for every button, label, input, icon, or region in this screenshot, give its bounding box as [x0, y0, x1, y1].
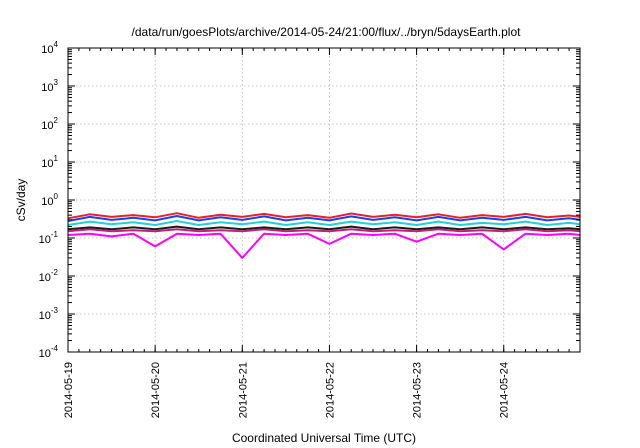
series-line — [67, 225, 581, 231]
y-tick-label: 103 — [41, 78, 58, 94]
x-tick-label: 2014-05-21 — [237, 362, 249, 418]
x-tick-label: 2014-05-19 — [63, 362, 75, 418]
y-tick-labels: 10-4 10-3 10-2 10-1 100 101 102 103 104 — [39, 40, 59, 360]
y-tick-label: 10-1 — [39, 230, 59, 246]
x-axis-title: Coordinated Universal Time (UTC) — [232, 431, 416, 445]
y-tick-label: 10-3 — [39, 306, 59, 322]
x-tick-label: 2014-05-20 — [150, 362, 162, 418]
x-tick-label: 2014-05-22 — [324, 362, 336, 418]
y-tick-label: 102 — [41, 116, 58, 132]
y-tick-label: 10-4 — [39, 344, 59, 360]
y-tick-label: 101 — [41, 154, 58, 170]
x-tick-label: 2014-05-23 — [412, 362, 424, 418]
series-line — [67, 232, 581, 259]
y-axis-title: cSv/day — [14, 179, 28, 222]
series-line — [67, 212, 581, 220]
series-lines — [67, 212, 581, 259]
y-tick-label: 104 — [41, 40, 58, 56]
x-tick-label: 2014-05-24 — [499, 362, 511, 418]
axis-ticks — [67, 47, 580, 353]
x-tick-labels: 2014-05-19 2014-05-20 2014-05-21 2014-05-22… — [63, 362, 511, 418]
y-tick-label: 10-2 — [39, 268, 59, 284]
series-line — [67, 228, 581, 233]
series-line — [67, 215, 581, 222]
y-tick-label: 100 — [41, 192, 58, 208]
chart-title: /data/run/goesPlots/archive/2014-05-24/2… — [132, 25, 522, 39]
series-line — [67, 220, 581, 226]
grid-lines — [68, 48, 580, 352]
